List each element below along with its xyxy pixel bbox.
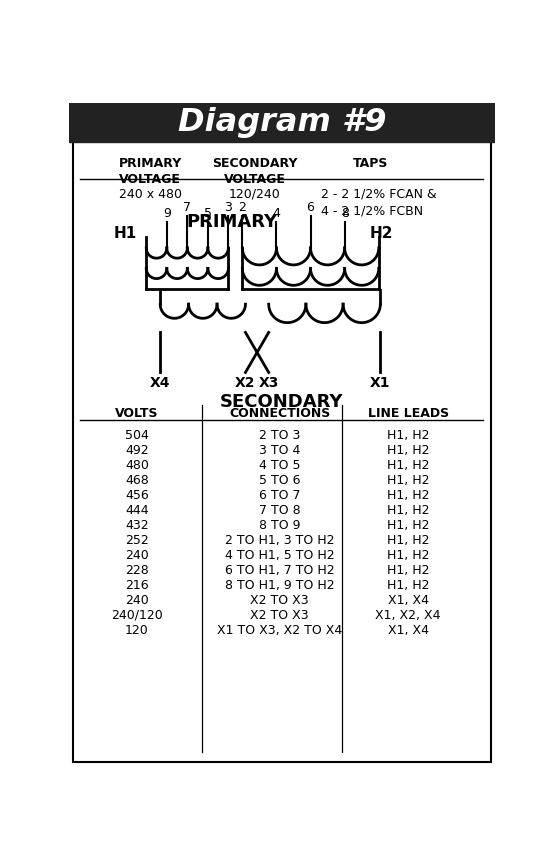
Text: SECONDARY: SECONDARY (220, 393, 344, 411)
Text: PRIMARY: PRIMARY (186, 212, 277, 230)
Text: 2 TO H1, 3 TO H2: 2 TO H1, 3 TO H2 (225, 534, 334, 547)
Text: 444: 444 (125, 504, 148, 517)
Text: TAPS: TAPS (353, 157, 389, 170)
Text: H1, H2: H1, H2 (387, 428, 430, 442)
Text: X4: X4 (150, 377, 170, 390)
Text: H1, H2: H1, H2 (387, 549, 430, 562)
Text: Diagram #9: Diagram #9 (178, 107, 386, 138)
Bar (69, 103, 495, 142)
Text: 240/120: 240/120 (111, 609, 163, 622)
Text: 4 TO 5: 4 TO 5 (259, 458, 300, 471)
Text: 228: 228 (125, 564, 149, 577)
Text: 2 TO 3: 2 TO 3 (259, 428, 300, 442)
Text: X1: X1 (370, 377, 390, 390)
Text: H1, H2: H1, H2 (387, 579, 430, 592)
Text: 120: 120 (125, 624, 149, 637)
Text: 7 TO 8: 7 TO 8 (258, 504, 300, 517)
Text: 3 TO 4: 3 TO 4 (259, 444, 300, 457)
Text: 492: 492 (125, 444, 148, 457)
Text: 5: 5 (204, 207, 212, 220)
Text: 6 TO H1, 7 TO H2: 6 TO H1, 7 TO H2 (225, 564, 334, 577)
Text: H1, H2: H1, H2 (387, 444, 430, 457)
Text: VOLTS: VOLTS (115, 407, 159, 420)
Text: X2 TO X3: X2 TO X3 (250, 593, 309, 607)
Text: 432: 432 (125, 519, 148, 531)
Text: 240: 240 (125, 593, 149, 607)
Text: 468: 468 (125, 474, 149, 487)
Text: CONNECTIONS: CONNECTIONS (229, 407, 330, 420)
Text: H1, H2: H1, H2 (387, 534, 430, 547)
Text: 240 x 480: 240 x 480 (119, 187, 182, 201)
Text: X2 TO X3: X2 TO X3 (250, 609, 309, 622)
Text: H1, H2: H1, H2 (387, 458, 430, 471)
Text: H2: H2 (370, 226, 393, 242)
Text: PRIMARY
VOLTAGE: PRIMARY VOLTAGE (118, 157, 182, 186)
Text: 6 TO 7: 6 TO 7 (259, 488, 300, 501)
Text: H1, H2: H1, H2 (387, 504, 430, 517)
Text: H1, H2: H1, H2 (387, 474, 430, 487)
Text: X1, X4: X1, X4 (388, 593, 428, 607)
Text: SECONDARY
VOLTAGE: SECONDARY VOLTAGE (212, 157, 298, 186)
Text: 3: 3 (224, 201, 232, 214)
Text: X3: X3 (258, 377, 279, 390)
Text: H1: H1 (114, 226, 137, 242)
Text: X1, X2, X4: X1, X2, X4 (376, 609, 441, 622)
Text: 8 TO H1, 9 TO H2: 8 TO H1, 9 TO H2 (225, 579, 334, 592)
Text: 456: 456 (125, 488, 149, 501)
Text: 252: 252 (125, 534, 149, 547)
Text: 8 TO 9: 8 TO 9 (259, 519, 300, 531)
Text: 2: 2 (238, 201, 246, 214)
Text: 120/240: 120/240 (229, 187, 280, 201)
Text: 6: 6 (306, 201, 315, 214)
Text: 9: 9 (163, 207, 170, 220)
Text: H1, H2: H1, H2 (387, 488, 430, 501)
Text: H1, H2: H1, H2 (387, 519, 430, 531)
Text: X2: X2 (235, 377, 256, 390)
Text: X1, X4: X1, X4 (388, 624, 428, 637)
Text: 504: 504 (125, 428, 149, 442)
Text: X1 TO X3, X2 TO X4: X1 TO X3, X2 TO X4 (217, 624, 342, 637)
Text: 2 - 2 1/2% FCAN &
4 - 2 1/2% FCBN: 2 - 2 1/2% FCAN & 4 - 2 1/2% FCBN (321, 187, 436, 218)
Text: 216: 216 (125, 579, 148, 592)
Text: 4 TO H1, 5 TO H2: 4 TO H1, 5 TO H2 (225, 549, 334, 562)
Text: 480: 480 (125, 458, 149, 471)
Text: 240: 240 (125, 549, 149, 562)
Text: 8: 8 (340, 207, 349, 220)
Text: LINE LEADS: LINE LEADS (367, 407, 449, 420)
Text: 7: 7 (183, 201, 191, 214)
Text: H1, H2: H1, H2 (387, 564, 430, 577)
Text: 5 TO 6: 5 TO 6 (259, 474, 300, 487)
Text: 4: 4 (272, 207, 280, 220)
